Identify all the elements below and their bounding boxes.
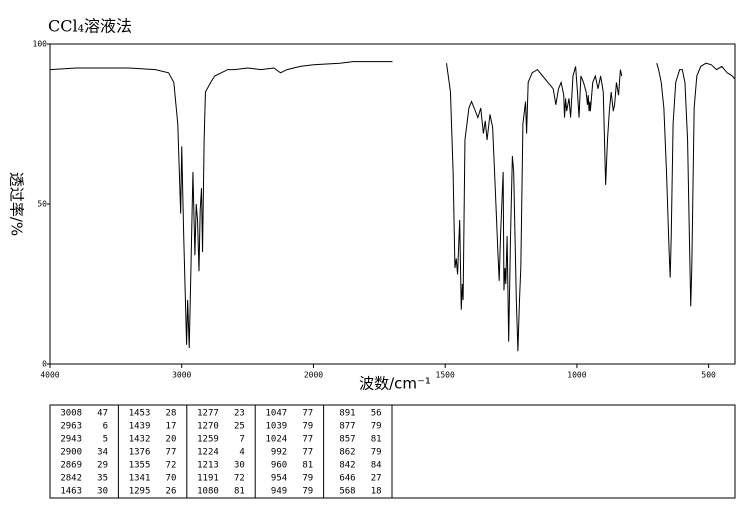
peak-wavenumber: 842 [339,461,355,471]
peak-wavenumber: 1080 [197,487,219,497]
peak-transmittance: 79 [302,422,313,432]
peak-transmittance: 77 [166,448,177,458]
peak-transmittance: 28 [166,409,177,419]
peak-transmittance: 56 [371,409,382,419]
y-tick-label: 100 [33,40,48,49]
peak-transmittance: 18 [371,487,382,497]
peak-transmittance: 29 [97,461,108,471]
peak-transmittance: 27 [371,474,382,484]
peak-transmittance: 81 [234,487,245,497]
peak-transmittance: 35 [97,474,108,484]
peak-transmittance: 30 [97,487,108,497]
peak-transmittance: 79 [371,448,382,458]
peak-transmittance: 47 [97,409,108,419]
peak-transmittance: 77 [302,448,313,458]
peak-wavenumber: 1047 [266,409,288,419]
peak-transmittance: 20 [166,435,177,445]
peak-wavenumber: 2943 [60,435,82,445]
peak-transmittance: 77 [302,435,313,445]
peak-wavenumber: 1277 [197,409,219,419]
peak-transmittance: 23 [234,409,245,419]
peak-wavenumber: 954 [271,474,287,484]
peak-wavenumber: 877 [339,422,355,432]
peak-wavenumber: 1432 [129,435,151,445]
peak-wavenumber: 2869 [60,461,82,471]
peak-wavenumber: 862 [339,448,355,458]
peak-wavenumber: 1039 [266,422,288,432]
peak-transmittance: 79 [302,487,313,497]
peak-transmittance: 4 [239,448,244,458]
peak-transmittance: 6 [103,422,108,432]
peak-transmittance: 5 [103,435,108,445]
peak-transmittance: 25 [234,422,245,432]
peak-transmittance: 79 [371,422,382,432]
peak-wavenumber: 646 [339,474,355,484]
peak-transmittance: 81 [371,435,382,445]
peak-wavenumber: 2842 [60,474,82,484]
peak-transmittance: 17 [166,422,177,432]
peak-wavenumber: 1213 [197,461,219,471]
peak-transmittance: 26 [166,487,177,497]
x-axis-label: 波数/cm⁻¹ [359,375,431,393]
peak-transmittance: 84 [371,461,382,471]
peak-wavenumber: 1024 [266,435,288,445]
peak-wavenumber: 568 [339,487,355,497]
peak-wavenumber: 1376 [129,448,151,458]
spectrum-line [49,61,736,352]
peak-transmittance: 34 [97,448,108,458]
peak-wavenumber: 1224 [197,448,219,458]
x-tick-label: 1500 [436,371,455,380]
peak-transmittance: 7 [239,435,244,445]
x-tick-label: 4000 [40,371,59,380]
peak-wavenumber: 1191 [197,474,219,484]
chart-title: CCl₄溶液法 [48,17,132,36]
peak-transmittance: 81 [302,461,313,471]
x-tick-label: 2000 [304,371,323,380]
peak-transmittance: 79 [302,474,313,484]
peak-transmittance: 70 [166,474,177,484]
peak-transmittance: 30 [234,461,245,471]
peak-wavenumber: 891 [339,409,355,419]
peak-wavenumber: 1453 [129,409,151,419]
y-axis-label: 透过率/% [8,172,26,236]
peak-wavenumber: 992 [271,448,287,458]
x-tick-label: 500 [701,371,716,380]
y-tick-label: 0 [42,360,47,369]
peak-wavenumber: 1259 [197,435,219,445]
peak-wavenumber: 1295 [129,487,151,497]
peak-wavenumber: 2963 [60,422,82,432]
peak-wavenumber: 2900 [60,448,82,458]
peak-wavenumber: 960 [271,461,287,471]
peak-wavenumber: 1439 [129,422,151,432]
peak-wavenumber: 3008 [60,409,82,419]
peak-wavenumber: 1463 [60,487,82,497]
peak-wavenumber: 1341 [129,474,151,484]
peak-wavenumber: 1355 [129,461,151,471]
peak-transmittance: 72 [166,461,177,471]
peak-wavenumber: 949 [271,487,287,497]
peak-transmittance: 72 [234,474,245,484]
x-tick-label: 3000 [172,371,191,380]
peak-wavenumber: 857 [339,435,355,445]
peak-wavenumber: 1270 [197,422,219,432]
y-tick-label: 50 [37,200,47,209]
peak-transmittance: 77 [302,409,313,419]
plot-frame [49,43,736,365]
x-tick-label: 1000 [567,371,586,380]
